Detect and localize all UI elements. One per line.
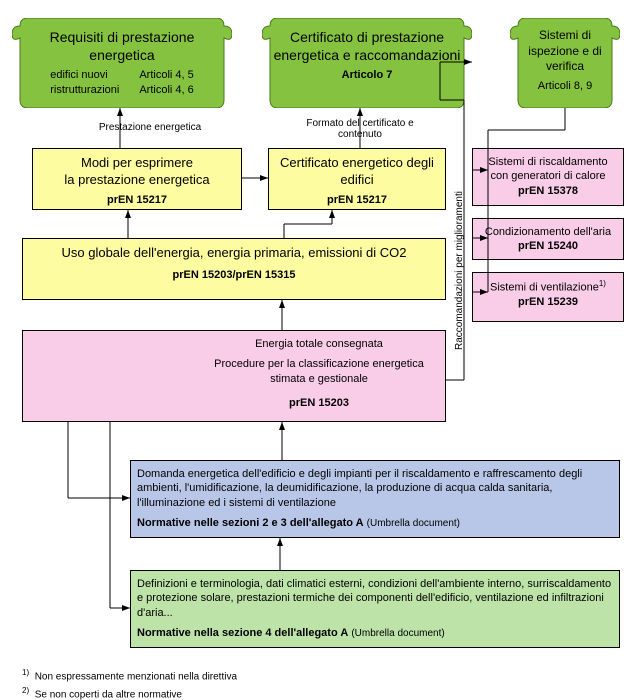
banner-requisiti: Requisiti di prestazione energetica edif… bbox=[12, 18, 232, 108]
bold: Normative nella sezione 4 dell'allegato … bbox=[137, 627, 348, 639]
box-modi-esprimere: Modi per esprimere la prestazione energet… bbox=[32, 148, 242, 210]
sup: 1) bbox=[599, 279, 606, 288]
std: prEN 15239 bbox=[479, 295, 617, 309]
std: prEN 15240 bbox=[479, 239, 617, 253]
bold: Normative nelle sezioni 2 e 3 dell'alleg… bbox=[137, 517, 364, 529]
footnote-2: 2) Se non coperti da altre normative bbox=[22, 686, 182, 700]
std: prEN 15203/prEN 15315 bbox=[29, 268, 439, 282]
paren: (Umbrella document) bbox=[351, 628, 444, 639]
box-ventilazione: Sistemi di ventilazione1) prEN 15239 bbox=[472, 272, 624, 322]
box-domanda-energetica: Domanda energetica dell'edificio e degli… bbox=[130, 460, 620, 538]
banner-sub: Articoli 8, 9 bbox=[518, 79, 612, 93]
line1: Sistemi di riscaldamento con generatori … bbox=[479, 155, 617, 184]
std: prEN 15203 bbox=[199, 396, 439, 410]
line1: Condizionamento dell'aria bbox=[479, 225, 617, 239]
line1: Uso globale dell'energia, energia primar… bbox=[29, 245, 439, 262]
banner-sistemi: Sistemi di ispezione e di verifica Artic… bbox=[510, 18, 620, 108]
banner-title: Certificato di prestazione energetica e … bbox=[270, 28, 464, 64]
std: prEN 15217 bbox=[39, 193, 235, 207]
footnote-1: 1) Non espressamente menzionati nella di… bbox=[22, 668, 237, 682]
line1: Sistemi di ventilazione bbox=[490, 282, 599, 294]
row2-left: ristrutturazioni bbox=[50, 83, 119, 97]
banner-sub: Articolo 7 bbox=[270, 68, 464, 82]
box-certificato-edifici: Certificato energetico degli edifici prE… bbox=[268, 148, 446, 210]
banner-title: Sistemi di ispezione e di verifica bbox=[518, 28, 612, 75]
line1: Modi per esprimere bbox=[81, 155, 193, 170]
line2: Procedure per la classificazione energet… bbox=[199, 357, 439, 386]
label-prestazione: Prestazione energetica bbox=[80, 122, 220, 133]
std: prEN 15378 bbox=[479, 184, 617, 198]
box-definizioni: Definizioni e terminologia, dati climati… bbox=[130, 570, 620, 648]
row1-right: Articoli 4, 5 bbox=[139, 68, 193, 82]
row2-right: Articoli 4, 6 bbox=[139, 83, 193, 97]
box-condizionamento: Condizionamento dell'aria prEN 15240 bbox=[472, 218, 624, 260]
line1: Certificato energetico degli edifici bbox=[275, 155, 439, 189]
text: Definizioni e terminologia, dati climati… bbox=[137, 577, 613, 620]
row1-left: edifici nuovi bbox=[50, 68, 119, 82]
line2: la prestazione energetica bbox=[64, 172, 209, 187]
line1: Energia totale consegnata bbox=[199, 337, 439, 351]
box-energia-consegnata: Energia totale consegnata Procedure per … bbox=[22, 330, 446, 422]
label-raccomandazioni: Raccomandazioni per miglioramenti bbox=[454, 150, 465, 350]
std: prEN 15217 bbox=[275, 193, 439, 207]
box-uso-globale: Uso globale dell'energia, energia primar… bbox=[22, 238, 446, 300]
paren: (Umbrella document) bbox=[367, 518, 460, 529]
text: Domanda energetica dell'edificio e degli… bbox=[137, 467, 613, 510]
banner-certificato: Certificato di prestazione energetica e … bbox=[262, 18, 472, 108]
box-riscaldamento: Sistemi di riscaldamento con generatori … bbox=[472, 148, 624, 206]
label-formato: Formato del certificato e contenuto bbox=[290, 118, 430, 140]
banner-title: Requisiti di prestazione energetica bbox=[20, 28, 224, 64]
